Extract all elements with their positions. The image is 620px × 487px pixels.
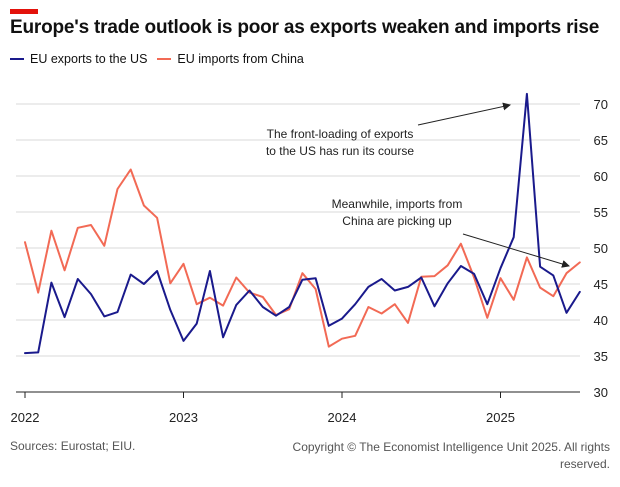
series-line-imports [24,168,581,348]
y-tick-label-55: 55 [594,205,608,220]
y-tick-label-70: 70 [594,97,608,112]
y-tick-label-45: 45 [594,277,608,292]
sources-note: Sources: Eurostat; EIU. [10,439,136,453]
annotation-imports-arrow [462,233,570,268]
annotation-exports-arrow [417,102,511,126]
annotation-exports-line-2: to the US has run its course [266,144,414,158]
legend-label-exports: EU exports to the US [30,52,148,66]
x-tick-label-2024: 2024 [328,410,357,425]
x-tick-label-2025: 2025 [486,410,515,425]
x-tick-label-2023: 2023 [169,410,198,425]
brand-accent-bar [10,9,38,14]
series-line-exports [24,92,581,355]
y-tick-label-40: 40 [594,313,608,328]
y-tick-label-60: 60 [594,169,608,184]
annotation-imports-line-1: Meanwhile, imports from [332,197,463,211]
legend-swatch-imports [157,58,172,60]
chart-title: Europe's trade outlook is poor as export… [10,17,600,38]
copyright-note: Copyright © The Economist Intelligence U… [292,440,610,471]
legend-label-imports: EU imports from China [177,52,304,66]
y-tick-label-65: 65 [594,133,608,148]
legend-swatch-exports [10,58,24,60]
legend-item-imports: EU imports from China [157,52,304,66]
y-tick-label-35: 35 [594,349,608,364]
chart-legend: EU exports to the US EU imports from Chi… [10,52,304,66]
annotation-imports-line-2: China are picking up [342,214,452,228]
y-tick-label-30: 30 [594,385,608,400]
x-tick-label-2022: 2022 [11,410,40,425]
legend-item-exports: EU exports to the US [10,52,147,66]
y-tick-label-50: 50 [594,241,608,256]
annotation-exports-line-1: The front-loading of exports [267,127,414,141]
